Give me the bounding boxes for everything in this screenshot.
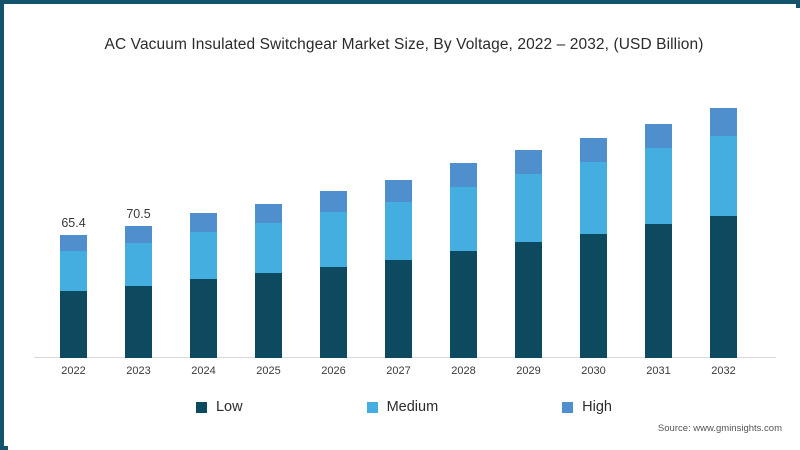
- bar-stack: [385, 180, 412, 358]
- bar-segment-low: [450, 251, 477, 358]
- x-axis-tick-2026: 2026: [321, 365, 346, 377]
- bar-segment-high: [710, 108, 737, 136]
- bar-segment-high: [450, 163, 477, 187]
- bar-segment-high: [320, 191, 347, 212]
- bar-segment-high: [580, 138, 607, 162]
- bar-stack: [450, 163, 477, 358]
- x-axis-tick-2030: 2030: [581, 365, 606, 377]
- x-axis-tick-2024: 2024: [191, 365, 216, 377]
- bar-segment-low: [710, 216, 737, 358]
- bar-segment-medium: [710, 136, 737, 216]
- legend-swatch-icon: [562, 401, 574, 413]
- bar-segment-high: [255, 204, 282, 223]
- bar-segment-medium: [385, 202, 412, 260]
- x-axis-tick-2028: 2028: [451, 365, 476, 377]
- bar-segment-low: [320, 267, 347, 358]
- bar-segment-medium: [255, 223, 282, 273]
- source-attribution: Source: www.gminsights.com: [657, 423, 782, 434]
- x-axis-tick-2029: 2029: [516, 365, 541, 377]
- bar-segment-medium: [190, 232, 217, 279]
- bar-segment-high: [385, 180, 412, 202]
- bar-segment-medium: [320, 212, 347, 267]
- bar-value-label: 65.4: [61, 216, 86, 230]
- x-axis-tick-2032: 2032: [711, 365, 736, 377]
- legend-label: Low: [215, 399, 243, 415]
- bar-segment-high: [190, 213, 217, 232]
- x-axis-tick-2031: 2031: [646, 365, 671, 377]
- bar-segment-low: [385, 260, 412, 358]
- legend-swatch-icon: [366, 401, 378, 413]
- chart-legend: Low Medium High: [8, 399, 800, 415]
- bar-value-label: 70.5: [126, 207, 151, 221]
- legend-swatch-icon: [195, 401, 207, 413]
- bar-segment-low: [60, 291, 87, 358]
- bar-segment-low: [255, 273, 282, 358]
- bar-segment-low: [190, 279, 217, 358]
- bar-stack: [710, 108, 737, 358]
- x-axis-tick-2025: 2025: [256, 365, 281, 377]
- bar-stack: [645, 124, 672, 358]
- legend-label: Medium: [386, 399, 439, 415]
- bar-segment-low: [515, 242, 542, 358]
- bar-segment-high: [515, 150, 542, 174]
- x-axis-tick-2027: 2027: [386, 365, 411, 377]
- bar-segment-medium: [450, 187, 477, 251]
- bar-segment-low: [645, 224, 672, 358]
- bar-stack: [125, 226, 152, 358]
- bar-stack: [580, 138, 607, 358]
- bar-segment-high: [125, 226, 152, 243]
- bar-stack: [190, 213, 217, 358]
- bar-segment-medium: [645, 148, 672, 224]
- legend-item-medium[interactable]: Medium: [366, 399, 439, 415]
- x-axis-tick-2023: 2023: [126, 365, 151, 377]
- bar-segment-high: [60, 235, 87, 251]
- bar-segment-medium: [60, 251, 87, 291]
- bar-segment-low: [125, 286, 152, 358]
- bar-segment-medium: [125, 243, 152, 286]
- x-axis-tick-2022: 2022: [61, 365, 86, 377]
- bar-segment-low: [580, 234, 607, 358]
- bar-stack: [320, 191, 347, 358]
- bar-stack: [515, 150, 542, 358]
- bar-segment-medium: [515, 174, 542, 242]
- bar-segment-medium: [580, 162, 607, 234]
- bar-segment-high: [645, 124, 672, 148]
- bar-stack: [60, 235, 87, 358]
- page-title: AC Vacuum Insulated Switchgear Market Si…: [104, 36, 704, 53]
- bar-stack: [255, 204, 282, 358]
- chart-canvas: AC Vacuum Insulated Switchgear Market Si…: [8, 8, 800, 450]
- legend-label: High: [582, 399, 612, 415]
- legend-item-high[interactable]: High: [562, 399, 612, 415]
- legend-item-low[interactable]: Low: [195, 399, 243, 415]
